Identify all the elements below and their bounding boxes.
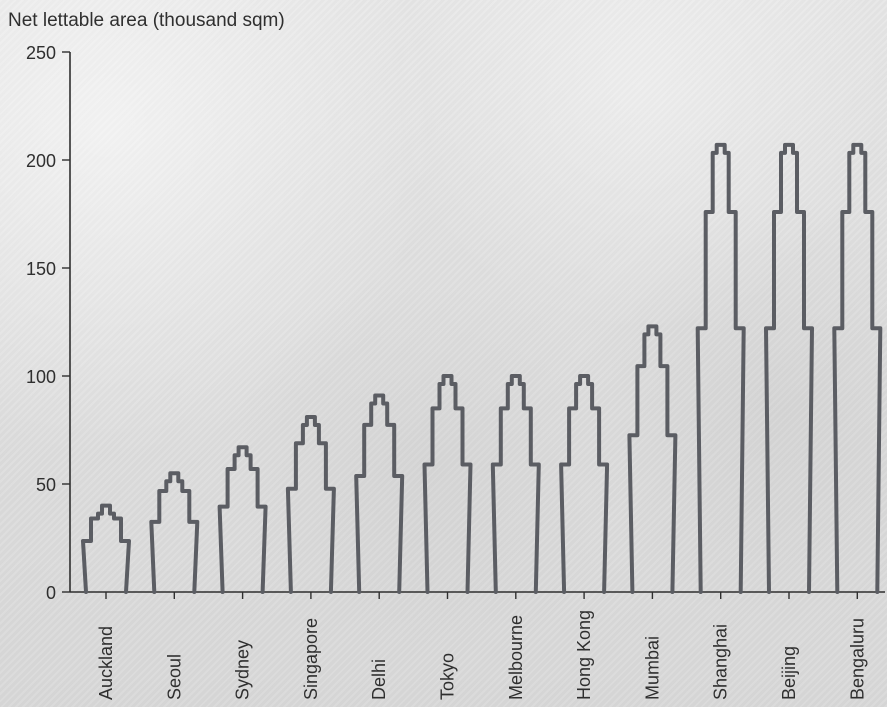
bar-building [627,324,678,594]
bar-building [490,374,541,594]
bar-building [354,393,405,594]
x-tick-label: Beijing [779,646,799,700]
y-tick-label: 50 [36,475,56,495]
x-tick-label: Shanghai [711,624,731,700]
x-tick-label: Seoul [164,654,184,700]
bar-building [422,374,473,594]
x-tick-label: Singapore [301,618,321,700]
bar-building [285,415,336,594]
y-tick-label: 100 [26,367,56,387]
x-tick-label: Bengaluru [847,618,867,700]
bar-building [217,445,268,594]
y-tick-label: 200 [26,151,56,171]
x-tick-label: Delhi [369,659,389,700]
x-tick-label: Sydney [233,640,253,700]
x-tick-label: Melbourne [506,615,526,700]
x-tick-label: Hong Kong [574,610,594,700]
y-tick-label: 0 [46,583,56,603]
y-axis-label: Net lettable area (thousand sqm) [8,10,285,31]
x-tick-label: Auckland [96,626,116,700]
bar-building [81,503,131,594]
bar-building [695,142,746,594]
y-tick-label: 150 [26,259,56,279]
bar-building [832,142,883,594]
y-tick-label: 250 [26,43,56,63]
x-tick-label: Mumbai [642,636,662,700]
bar-building [764,142,814,594]
bar-building [559,374,610,594]
x-tick-label: Tokyo [438,653,458,700]
bar-building [149,471,200,594]
